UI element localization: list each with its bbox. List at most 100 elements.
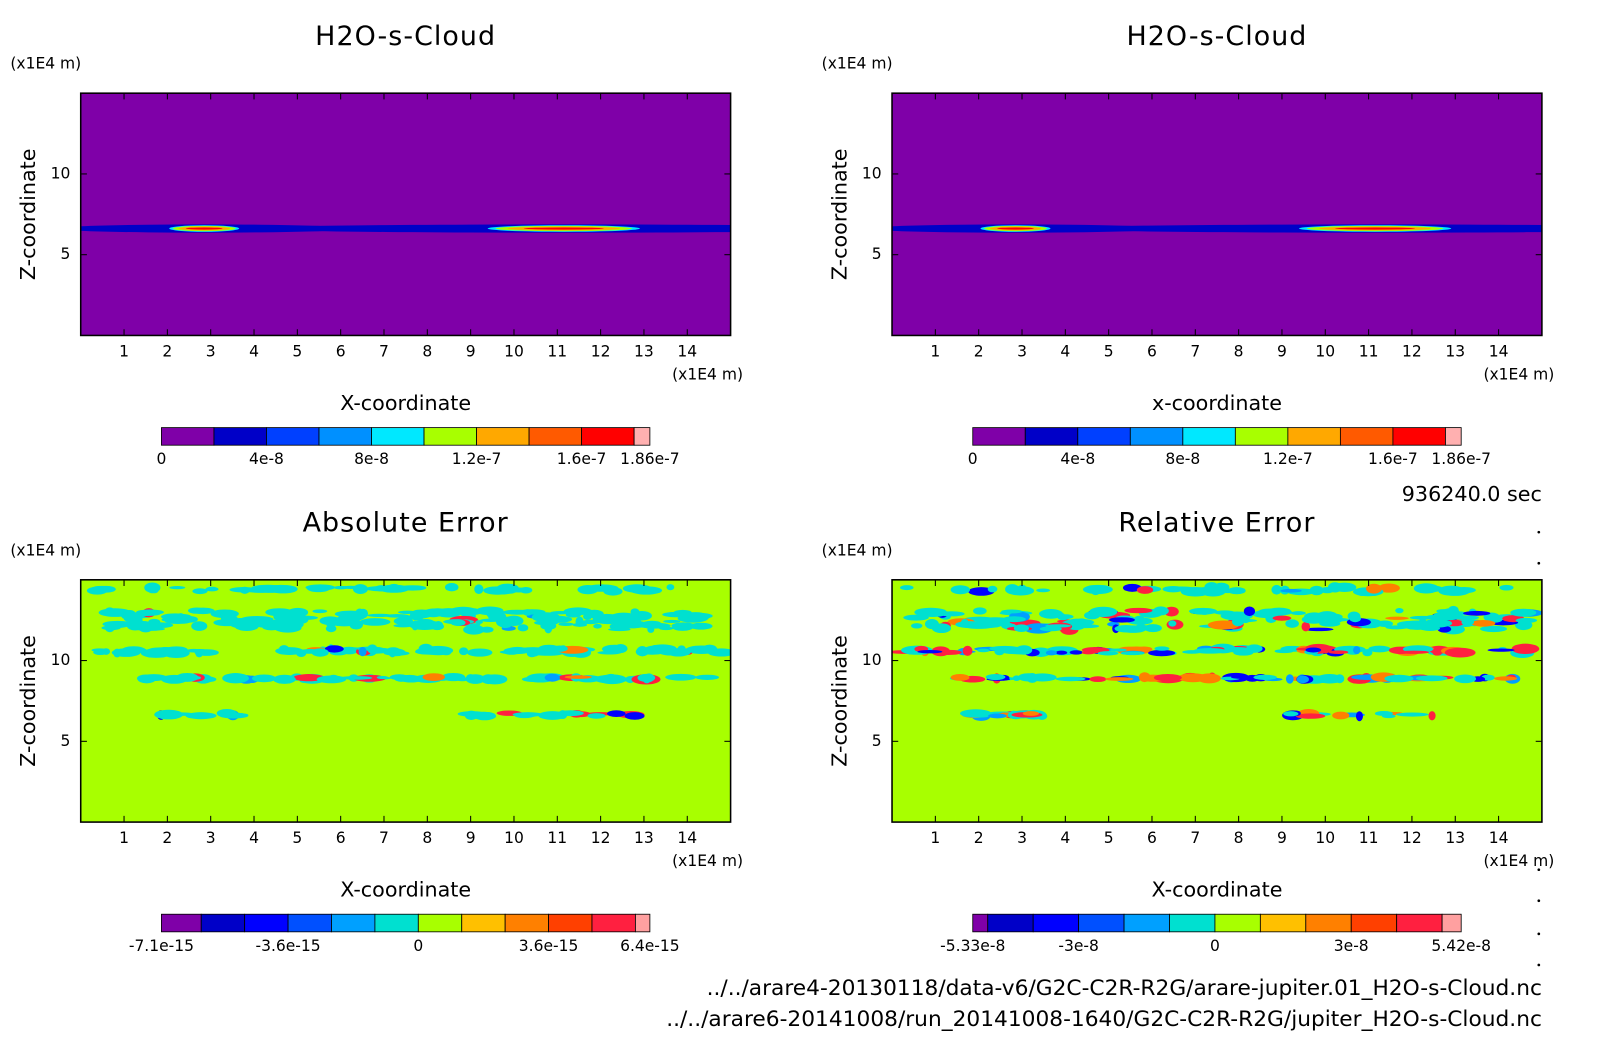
contour-patch xyxy=(900,585,914,591)
contour-patch xyxy=(1409,615,1436,620)
contour-patch xyxy=(1149,625,1160,631)
contour-patch xyxy=(205,586,219,592)
panel: H2O-s-Cloud (x1E4 m) (x1E4 m) X-coordinate Z… xyxy=(10,21,743,468)
contour-patch xyxy=(1135,646,1153,652)
colorbar-segment xyxy=(1350,913,1398,933)
contour-patch xyxy=(1253,674,1277,680)
y-axis-label: Z-coordinate xyxy=(16,635,40,767)
contour-patch xyxy=(521,676,549,683)
x-tick-label: 11 xyxy=(1359,343,1379,361)
contour-patch xyxy=(671,623,694,631)
y-axis-label: Z-coordinate xyxy=(827,635,851,767)
contour-patch xyxy=(1097,651,1119,656)
contour-patch xyxy=(1199,608,1210,615)
contour-patch xyxy=(1463,610,1491,616)
x-tick-label: 3 xyxy=(206,343,216,361)
contour-patch xyxy=(1280,588,1302,593)
contour-patch xyxy=(1045,650,1057,656)
colorbar-segment xyxy=(476,427,530,446)
colorbar-segment xyxy=(1182,427,1236,446)
colorbar-segment xyxy=(1214,913,1261,933)
x-axis-label: X-coordinate xyxy=(340,877,471,901)
contour-patch xyxy=(398,585,427,591)
contour-patch xyxy=(311,648,329,657)
contour-patch xyxy=(376,675,389,680)
x-tick-label: 12 xyxy=(1402,343,1422,361)
y-unit: (x1E4 m) xyxy=(10,55,81,73)
x-tick-label: 5 xyxy=(1104,343,1114,361)
colorbar-segment xyxy=(1234,427,1289,446)
contour-patch xyxy=(617,617,641,626)
contour-patch xyxy=(1355,711,1363,722)
colorbar-segment xyxy=(548,913,593,933)
contour-patch xyxy=(581,619,600,625)
field xyxy=(80,579,731,823)
contour-patch xyxy=(1362,649,1373,657)
contour-patch xyxy=(136,609,164,615)
contour-patch xyxy=(538,644,560,653)
contour-patch xyxy=(463,624,485,635)
contour-patch xyxy=(1334,674,1345,684)
contour-patch xyxy=(1419,585,1443,593)
colorbar-segment xyxy=(504,913,549,933)
y-tick-label: 5 xyxy=(60,732,70,750)
colorbar-tick-label: -5.33e-8 xyxy=(940,937,1005,955)
contour-patch xyxy=(640,649,664,655)
colorbar-segment xyxy=(633,427,651,446)
contour-patch xyxy=(1296,675,1309,684)
colorbar-segment xyxy=(1077,427,1131,446)
contour-patch xyxy=(647,626,655,633)
colorbar-segment xyxy=(1024,427,1079,446)
colorbar-segment xyxy=(1123,913,1170,933)
contour-patch xyxy=(191,607,215,615)
colorbar-segment xyxy=(331,913,376,933)
y-tick-label: 10 xyxy=(862,164,882,182)
colorbar-tick-label: 3.6e-15 xyxy=(519,937,579,955)
panel-title: H2O-s-Cloud xyxy=(315,21,496,52)
contour-patch xyxy=(1301,621,1311,632)
contour-patch xyxy=(1381,714,1396,719)
contour-patch xyxy=(1002,616,1026,623)
y-tick-label: 5 xyxy=(872,245,882,263)
contour-patch xyxy=(607,710,626,717)
x-tick-label: 6 xyxy=(1147,343,1157,361)
x-tick-label: 10 xyxy=(1315,343,1335,361)
contour-patch xyxy=(1441,608,1460,617)
plot-frame xyxy=(79,92,732,337)
contour-patch xyxy=(1304,627,1334,632)
y-unit: (x1E4 m) xyxy=(822,55,893,73)
x-axis-label: X-coordinate xyxy=(1152,877,1283,901)
contour-patch xyxy=(185,648,202,653)
contour-patch xyxy=(1230,675,1253,679)
contour-patch xyxy=(251,674,277,683)
contour-patch xyxy=(123,613,143,623)
field-background xyxy=(80,93,731,336)
contour-patch xyxy=(1499,584,1514,591)
contour-patch xyxy=(458,647,469,656)
contour-patch xyxy=(338,613,365,622)
x-tick-label: 11 xyxy=(547,829,567,847)
contour-patch xyxy=(973,607,987,615)
contour-patch xyxy=(1511,643,1540,654)
contour-patch xyxy=(325,624,337,633)
contour-patch xyxy=(994,647,1005,656)
contour-patch xyxy=(254,619,278,624)
x-tick-label: 5 xyxy=(292,829,302,847)
contour-patch xyxy=(1454,674,1477,684)
contour-patch xyxy=(1328,650,1349,655)
colorbar-segment xyxy=(581,427,635,446)
contour-patch xyxy=(385,614,410,618)
contour-patch xyxy=(1109,648,1127,652)
x-tick-label: 7 xyxy=(1190,343,1200,361)
colorbar-segment xyxy=(591,913,636,933)
x-unit: (x1E4 m) xyxy=(672,852,743,870)
contour-patch xyxy=(1349,615,1361,623)
contour-patch xyxy=(1232,616,1245,627)
contour-patch xyxy=(519,586,533,594)
contour-patch xyxy=(960,618,969,627)
colorbar-tick-label: 1.6e-7 xyxy=(1368,450,1418,468)
contour-patch xyxy=(642,620,662,627)
colorbar-segment xyxy=(213,427,267,446)
x-tick-label: 13 xyxy=(1445,343,1465,361)
contour-patch xyxy=(665,673,697,681)
